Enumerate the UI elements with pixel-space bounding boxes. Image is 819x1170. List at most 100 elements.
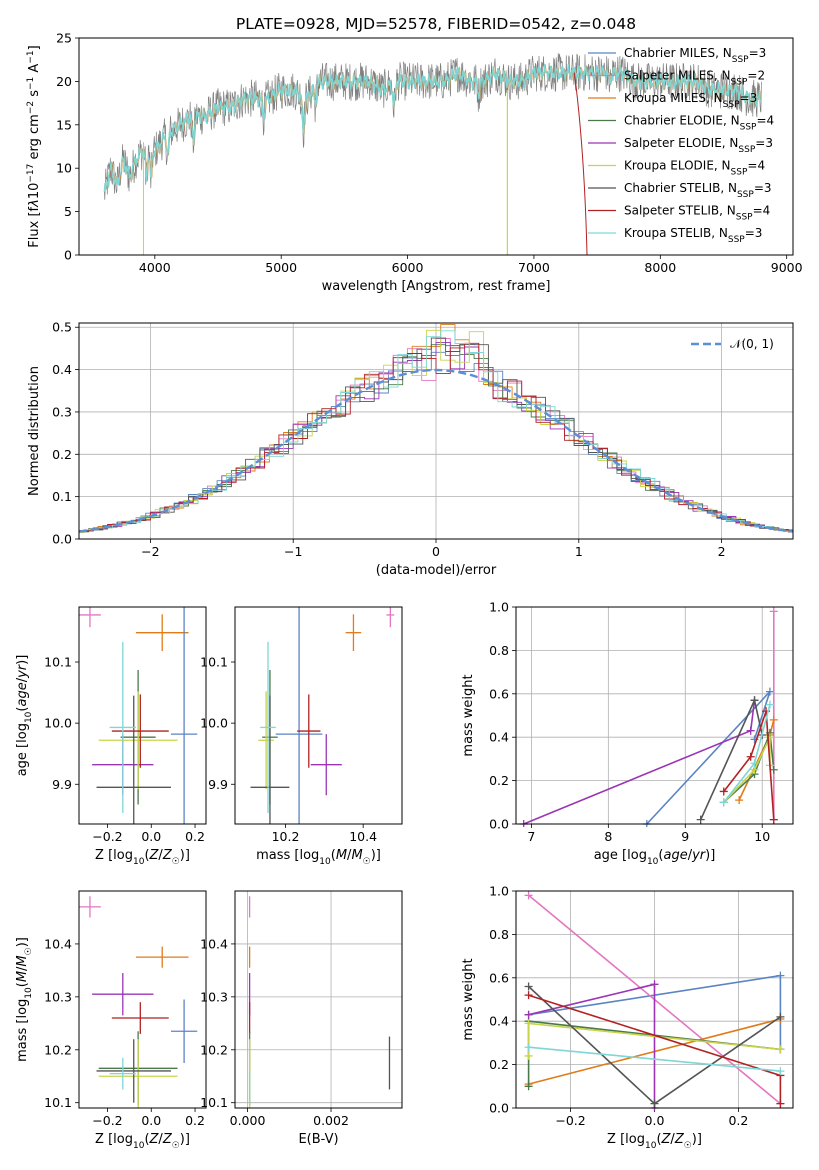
legend-subscript: SSP [731, 168, 748, 178]
spectrum-lines [103, 53, 762, 255]
plus-marker [776, 971, 785, 980]
legend-value: =4 [747, 159, 765, 173]
y-tick-label: 10.4 [44, 936, 72, 951]
legend-subscript: SSP [736, 213, 753, 223]
legend-value: =3 [755, 136, 773, 150]
plus-marker [719, 787, 728, 796]
y-tick-label: 20 [56, 74, 72, 89]
x-tick-label: 7 [527, 829, 535, 844]
mw-vs-age-xlabel: age [log10(age/yr)] [594, 848, 716, 867]
mw-vs-Z-xlabel: Z [log10(Z/Z☉)] [607, 1132, 702, 1151]
age_vs_mass-frame [234, 606, 403, 825]
y-tick-label: 0.0 [52, 532, 72, 547]
chart-layer: 4000 5000 6000 7000 8000 90000510152025wavele… [15, 31, 803, 1152]
x-tick-label: 8 [604, 829, 612, 844]
age_vs_Z-axes: −0.2 0.0 0.2 9.9 10.0 10.1 [44, 655, 205, 844]
plus-marker [696, 815, 705, 824]
age_vs_Z-points [79, 607, 198, 824]
plus-marker [769, 607, 778, 616]
hist-legend-label: 𝒩(0, 1) [730, 337, 774, 351]
x-tick-label: 10 [754, 829, 770, 844]
plus-marker [524, 1010, 533, 1019]
age_vs_mass-axes: 10.2 10.4 9.9 10.0 10.1 [200, 655, 377, 844]
y-tick-label: 10.2 [200, 1042, 228, 1057]
legend-label: Salpeter ELODIE, NSSP=3 [624, 136, 773, 155]
y-tick-label: 0.2 [489, 1057, 509, 1072]
y-tick-label: 0.8 [489, 927, 509, 942]
x-tick-label: 1 [575, 544, 583, 559]
plus-marker [524, 1019, 533, 1028]
plus-marker [776, 1099, 785, 1108]
age-vs-Z-xlabel: Z [log10(Z/Z☉)] [95, 848, 190, 867]
x-tick-label: 4000 [139, 260, 171, 275]
legend-subscript: SSP [731, 78, 748, 88]
hist-frame [78, 322, 794, 540]
legend-label: Kroupa ELODIE, NSSP=4 [624, 159, 765, 178]
x-tick-label: 7000 [518, 260, 550, 275]
y-tick-label: 0.0 [489, 1101, 509, 1116]
y-tick-label: 10.3 [200, 989, 228, 1004]
mass_vs_ebv-axes: 0.000 0.002 10.1 10.2 10.3 10.4 [200, 891, 402, 1128]
mass_weight_vs_age-series [519, 607, 778, 827]
x-tick-label: 0.0 [645, 1113, 665, 1128]
age-vs-Z-ylabel: age [log10(age/yr)] [15, 655, 34, 777]
y-tick-label: 9.9 [52, 777, 72, 792]
y-tick-label: 10.3 [44, 989, 72, 1004]
age-vs-mass-xlabel: mass [log10(M/M☉)] [256, 848, 381, 867]
mw-vs-Z-ylabel: mass weight [461, 958, 476, 1040]
x-tick-label: 9000 [771, 260, 803, 275]
plus-marker [524, 891, 533, 900]
plus-marker [524, 1043, 533, 1052]
plus-marker [776, 1045, 785, 1054]
mass-vs-Z-xlabel: Z [log10(Z/Z☉)] [95, 1132, 190, 1151]
y-tick-label: 10.0 [200, 716, 228, 731]
x-tick-label: −1 [284, 544, 302, 559]
legend-value: =3 [740, 91, 758, 105]
legend-value: =2 [747, 69, 765, 83]
age_vs_Z-frame [78, 606, 207, 825]
data-spectrum-line [103, 53, 762, 200]
y-tick-label: 0.1 [52, 489, 72, 504]
y-tick-label: 1.0 [489, 600, 509, 615]
plus-marker [719, 798, 728, 807]
legend-label: Chabrier ELODIE, NSSP=4 [624, 114, 774, 133]
x-tick-label: 0.0 [141, 829, 161, 844]
y-tick-label: 0.2 [489, 773, 509, 788]
mass-vs-ebv-xlabel: E(B-V) [298, 1132, 338, 1147]
mass-weight-line [528, 1046, 781, 1072]
y-tick-label: 0.3 [52, 404, 72, 419]
plus-marker [765, 700, 774, 709]
plus-marker [524, 991, 533, 1000]
x-tick-label: 0.000 [230, 1113, 266, 1128]
hist-xlabel: (data-model)/error [376, 563, 497, 578]
x-tick-label: 2 [718, 544, 726, 559]
spectrum-axes: 4000 5000 6000 7000 8000 9000 0 5 10 15 20 25 [56, 31, 803, 276]
hist-ylabel: Normed distribution [27, 366, 42, 496]
y-tick-label: 25 [56, 31, 72, 46]
x-tick-label: 5000 [265, 260, 297, 275]
y-tick-label: 1.0 [489, 884, 509, 899]
legend-label: Chabrier STELIB, NSSP=3 [624, 181, 772, 200]
y-tick-label: 0.8 [489, 643, 509, 658]
mass_weight_vs_Z-series [524, 891, 785, 1111]
mass_weight_vs_Z-frame [515, 890, 794, 1109]
model-line-kroupa-stelib [103, 64, 762, 192]
legend-subscript: SSP [728, 235, 745, 245]
y-tick-label: 0.4 [489, 730, 509, 745]
plus-marker [769, 765, 778, 774]
x-tick-label: 0.002 [313, 1113, 349, 1128]
plus-marker [776, 1012, 785, 1021]
legend-value: =4 [753, 204, 771, 218]
mass_vs_ebv-frame [234, 890, 403, 1109]
y-tick-label: 10.0 [44, 716, 72, 731]
x-tick-label: 6000 [392, 260, 424, 275]
x-tick-label: 0.2 [728, 1113, 748, 1128]
x-tick-label: 10.4 [349, 829, 377, 844]
y-tick-label: 0.0 [489, 817, 509, 832]
mass-weight-line [523, 700, 756, 825]
hist-series [79, 337, 793, 533]
plus-marker [776, 1067, 785, 1076]
x-tick-label: −0.2 [92, 829, 122, 844]
y-tick-label: 15 [56, 117, 72, 132]
y-tick-label: 0.6 [489, 970, 509, 985]
